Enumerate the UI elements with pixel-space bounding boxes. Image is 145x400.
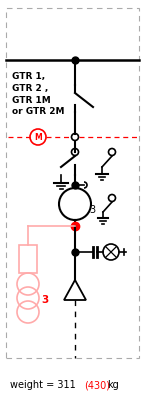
Bar	[6, 8, 139, 358]
Text: 3: 3	[89, 205, 95, 215]
Text: 3: 3	[41, 295, 48, 305]
Circle shape	[71, 134, 78, 140]
Text: weight = 311: weight = 311	[10, 380, 76, 390]
Text: kg: kg	[107, 380, 119, 390]
Bar	[19, 245, 37, 273]
Text: GTR 1,
GTR 2 ,
GTR 1M
or GTR 2M: GTR 1, GTR 2 , GTR 1M or GTR 2M	[12, 72, 65, 116]
Circle shape	[108, 194, 116, 202]
Circle shape	[108, 148, 116, 156]
Text: M: M	[34, 132, 42, 142]
Text: (430): (430)	[84, 380, 110, 390]
Circle shape	[71, 148, 78, 156]
